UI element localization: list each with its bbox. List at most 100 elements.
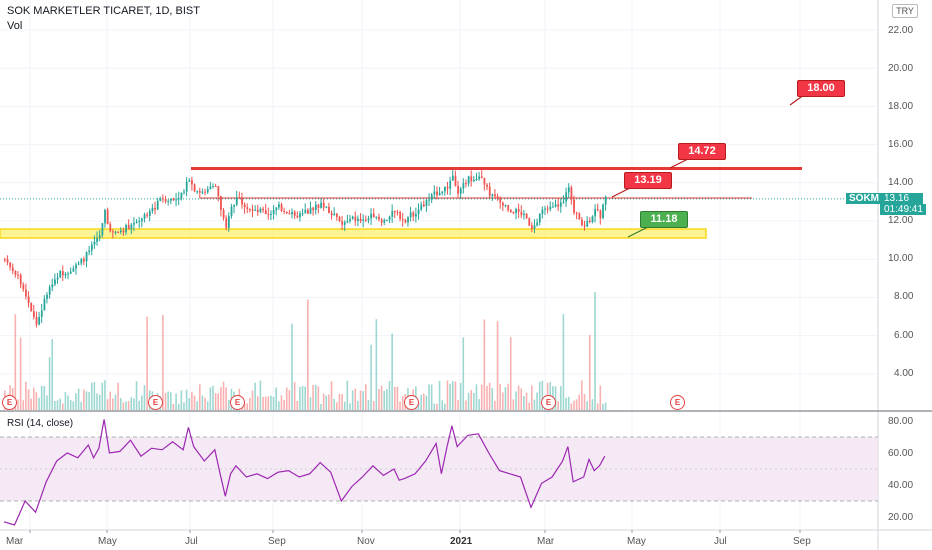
volume-bar [494,400,496,410]
candle-body [536,222,539,226]
volume-bar [386,389,388,410]
volume-bar [488,382,491,410]
candle-body [320,202,322,208]
earnings-badge[interactable]: E [404,395,419,410]
candle-body [499,197,502,203]
candle-body [280,204,283,211]
candle-body [146,214,149,216]
candle-body [98,235,101,238]
earnings-badge[interactable]: E [148,395,163,410]
time-tick: May [627,536,646,547]
candle-body [51,284,54,288]
candle-body [504,205,507,207]
candle-body [322,202,325,208]
candle-body [438,193,441,196]
price-tick: 18.00 [888,101,914,112]
resistance-mid-tag[interactable]: 13.19 [624,172,672,189]
time-tick: Sep [268,536,286,547]
volume-bar [581,380,583,410]
volume-bar [254,382,256,410]
volume-bar [536,392,538,410]
volume-bar [465,400,467,410]
candle-body [275,207,278,211]
candle-body [130,224,133,230]
support-band [0,228,707,239]
candle-body [549,206,552,210]
volume-bar [483,319,486,410]
candle-body [454,175,457,186]
candle-body [586,220,589,227]
candle-body [193,184,196,192]
volume-bar [251,390,254,410]
volume-bar [554,386,557,410]
volume-bar [283,399,285,410]
earnings-badge[interactable]: E [2,395,17,410]
candle-body [312,207,315,211]
candle-body [462,183,465,189]
candle-body [125,225,128,233]
earnings-badge[interactable]: E [670,395,685,410]
candle-body [241,198,243,205]
candle-body [106,209,109,225]
volume-bar [38,397,40,410]
candle-body [127,225,130,230]
volume-bar [570,403,573,410]
currency-button[interactable]: TRY [892,4,918,18]
candle-body [330,213,333,216]
candle-body [407,217,409,223]
support-tag[interactable]: 11.18 [640,211,688,228]
volume-bar [438,380,441,410]
rsi-tick: 40.00 [888,480,914,491]
volume-bar [457,399,459,410]
candle-body [507,205,510,210]
resistance-top-tag[interactable]: 14.72 [678,143,726,160]
volume-bar [309,397,312,410]
volume-bar [296,401,299,410]
candle-body [557,204,560,207]
candle-body [470,176,473,182]
candle-body [259,208,262,213]
volume-bar [475,384,478,410]
earnings-badge[interactable]: E [230,395,245,410]
candle-body [38,316,41,325]
volume-bar [491,388,494,410]
rsi-tick: 20.00 [888,512,914,523]
volume-bar [446,380,449,410]
candle-body [494,194,496,197]
candle-body [333,213,336,216]
volume-bar [285,387,288,410]
candle-body [446,186,449,189]
candle-body [43,298,46,311]
candle-body [544,208,546,210]
volume-bar [417,402,420,410]
volume-bar [96,393,98,410]
candle-body [262,208,265,211]
candle-body [251,209,254,211]
candle-body [317,204,320,208]
volume-bar [227,399,230,410]
volume-bar [444,403,446,410]
volume-bar [270,395,272,410]
candle-body [357,218,359,221]
volume-bar [288,389,291,410]
candle-body [299,213,301,218]
volume-bar [317,386,320,410]
bar-countdown: 01:49:41 [880,204,926,215]
volume-bar [370,344,372,410]
candle-body [338,216,341,222]
candle-body [362,219,365,222]
volume-bar [264,396,267,410]
volume-bar [599,385,602,410]
candle-body [309,207,312,214]
candle-body [25,289,27,297]
volume-bar [46,395,48,410]
rsi-indicator-label[interactable]: RSI (14, close) [7,418,74,429]
volume-bar [98,394,101,410]
volume-bar [401,396,404,410]
earnings-badge[interactable]: E [541,395,556,410]
target-price-tag[interactable]: 18.00 [797,80,845,97]
candle-body [117,231,120,233]
candle-body [19,274,22,285]
volume-bar [349,403,351,410]
